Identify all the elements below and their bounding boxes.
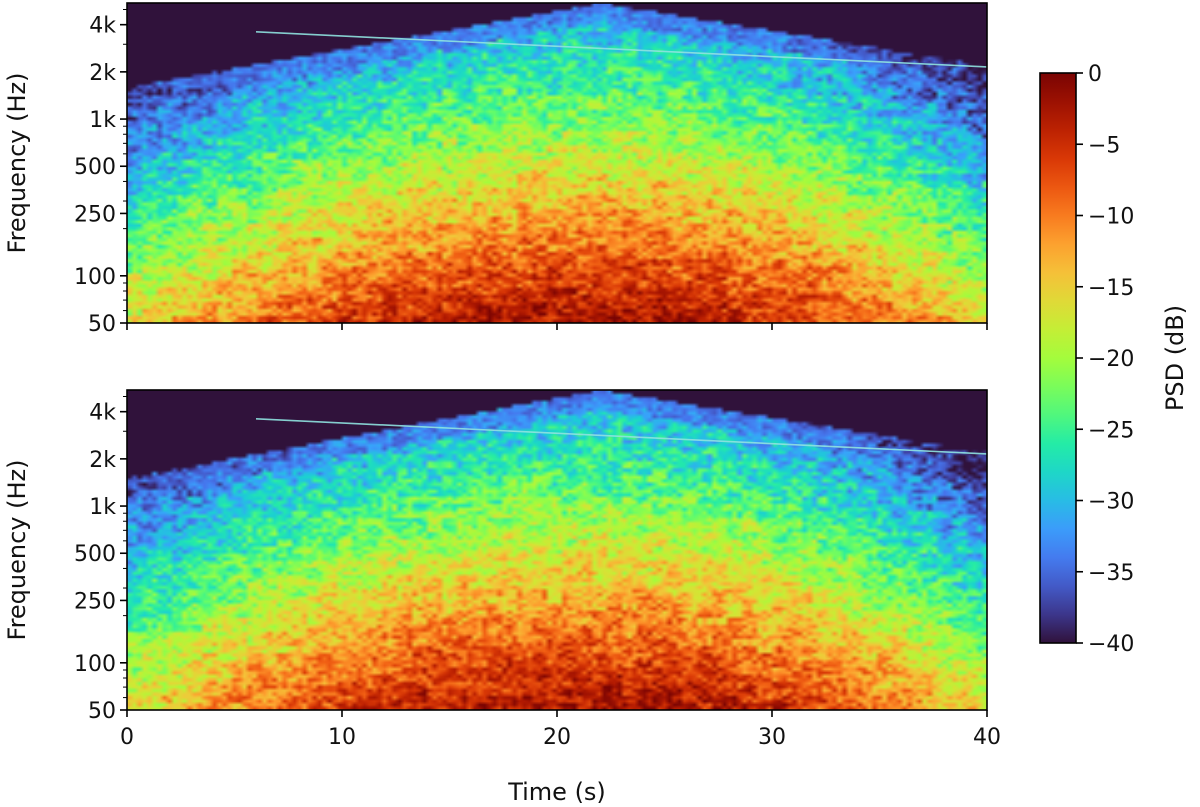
x-tick-label-bottom: 0 <box>120 725 134 750</box>
y-tick-label-bottom: 100 <box>74 652 116 677</box>
colorbar-tick-label: −25 <box>1088 418 1134 443</box>
colorbar-tick-label: −40 <box>1088 632 1134 657</box>
y-axis-title-top: Frequency (Hz) <box>3 73 31 254</box>
y-tick-label-top: 250 <box>74 202 116 227</box>
y-tick-label-bottom: 250 <box>74 589 116 614</box>
colorbar-tick-label: −35 <box>1088 561 1134 586</box>
colorbar-tick-label: −5 <box>1088 133 1120 158</box>
colorbar-tick-label: −30 <box>1088 490 1134 515</box>
colorbar-tick-label: −15 <box>1088 276 1134 301</box>
colorbar-gradient <box>1040 73 1076 643</box>
colorbar-tick-label: 0 <box>1088 62 1102 87</box>
colorbar-title: PSD (dB) <box>1161 305 1189 411</box>
y-tick-label-top: 4k <box>89 14 116 39</box>
y-tick-label-top: 50 <box>88 312 116 337</box>
colorbar-tick-label: −20 <box>1088 347 1134 372</box>
y-tick-label-bottom: 4k <box>89 401 116 426</box>
y-tick-label-top: 100 <box>74 265 116 290</box>
colorbar-tick-label: −10 <box>1088 205 1134 230</box>
x-tick-label-bottom: 30 <box>758 725 786 750</box>
x-axis-title: Time (s) <box>507 778 606 806</box>
y-tick-label-top: 500 <box>74 155 116 180</box>
y-axis-title-bottom: Frequency (Hz) <box>3 460 31 641</box>
y-tick-label-bottom: 2k <box>89 448 116 473</box>
y-tick-label-top: 2k <box>89 61 116 86</box>
tone-line-bottom <box>255 418 988 455</box>
x-tick-label-bottom: 40 <box>973 725 1001 750</box>
y-tick-label-top: 1k <box>89 108 116 133</box>
y-tick-label-bottom: 1k <box>89 495 116 520</box>
spectrogram-image-bottom <box>127 390 987 710</box>
y-tick-label-bottom: 500 <box>74 542 116 567</box>
x-tick-label-bottom: 20 <box>543 725 571 750</box>
tone-line-top <box>255 31 988 68</box>
spectrogram-image-top <box>127 3 987 323</box>
y-tick-label-bottom: 50 <box>88 699 116 724</box>
x-tick-label-bottom: 10 <box>328 725 356 750</box>
